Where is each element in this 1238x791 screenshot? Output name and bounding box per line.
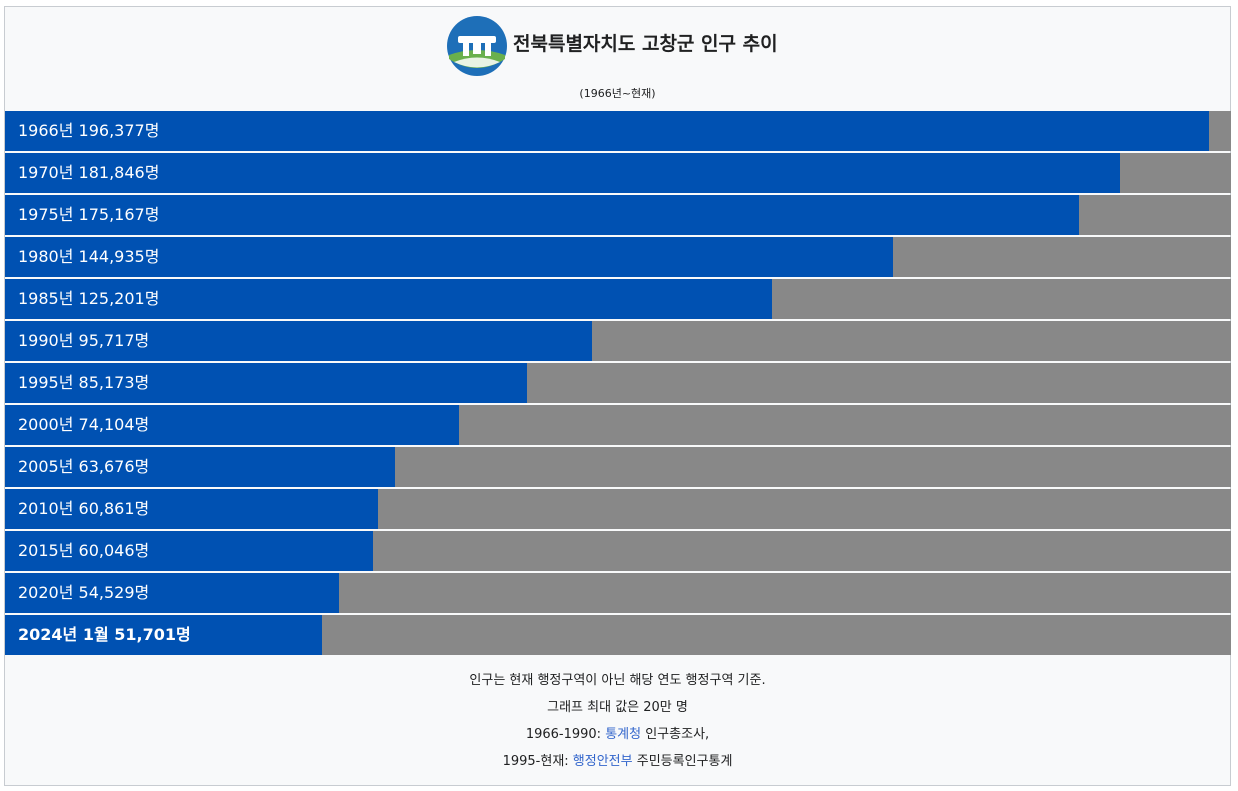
chart-notes: 인구는 현재 행정구역이 아닌 해당 연도 행정구역 기준. 그래프 최대 값은… [5, 667, 1230, 775]
bar-row: 1966년 196,377명 [5, 111, 1231, 151]
note-line-4: 1995-현재: 행정안전부 주민등록인구통계 [5, 748, 1230, 775]
bar-list: 1966년 196,377명 1970년 181,846명 1975년 175,16… [5, 111, 1231, 657]
bar-fill [5, 153, 1120, 193]
ministry-interior-link[interactable]: 행정안전부 [572, 754, 633, 769]
bar-fill [5, 489, 379, 529]
bar-label: 1995년 85,173명 [18, 373, 150, 392]
bar-row: 2005년 63,676명 [5, 447, 1231, 487]
bar-fill [5, 615, 322, 655]
chart-title: 전북특별자치도 고창군 인구 추이 [513, 33, 778, 55]
bar-row: 2015년 60,046명 [5, 531, 1231, 571]
bar-row: 1975년 175,167명 [5, 195, 1231, 235]
chart-subtitle: (1966년~현재) [579, 87, 656, 100]
bar-label: 1970년 181,846명 [18, 163, 160, 182]
bar-label: 1990년 95,717명 [18, 331, 150, 350]
bar-label: 2010년 60,861명 [18, 499, 150, 518]
note-line-4-prefix: 1995-현재: [502, 754, 573, 769]
bar-fill [5, 279, 773, 319]
note-line-1: 인구는 현재 행정구역이 아닌 해당 연도 행정구역 기준. [469, 673, 766, 688]
bar-row: 2020년 54,529명 [5, 573, 1231, 613]
bar-fill [5, 195, 1079, 235]
bar-label: 2015년 60,046명 [18, 541, 150, 560]
bar-label: 1985년 125,201명 [18, 289, 160, 308]
bar-row: 1990년 95,717명 [5, 321, 1231, 361]
note-line-4-suffix: 주민등록인구통계 [632, 754, 733, 769]
bar-row: 2024년 1월 51,701명 [5, 615, 1231, 655]
bar-label: 2000년 74,104명 [18, 415, 150, 434]
bar-row: 2010년 60,861명 [5, 489, 1231, 529]
bar-fill [5, 573, 340, 613]
gochang-dolmen-emblem-icon [447, 16, 507, 76]
bar-fill [5, 405, 460, 445]
note-line-3-prefix: 1966-1990: [525, 727, 606, 742]
bar-fill [5, 531, 374, 571]
bar-label: 2024년 1월 51,701명 [18, 625, 191, 644]
bar-row: 1985년 125,201명 [5, 279, 1231, 319]
bar-label: 2020년 54,529명 [18, 583, 150, 602]
bar-row: 2000년 74,104명 [5, 405, 1231, 445]
note-line-3-suffix: 인구총조사, [641, 727, 710, 742]
note-line-3: 1966-1990: 통계청 인구총조사, [5, 721, 1230, 748]
population-chart-frame: 전북특별자치도 고창군 인구 추이 (1966년~현재) 1966년 196,3… [4, 6, 1231, 786]
bar-label: 1966년 196,377명 [18, 121, 160, 140]
bar-row: 1980년 144,935명 [5, 237, 1231, 277]
bar-fill [5, 363, 528, 403]
bar-label: 1980년 144,935명 [18, 247, 160, 266]
bar-fill [5, 111, 1209, 151]
note-line-2: 그래프 최대 값은 20만 명 [547, 700, 688, 715]
bar-fill [5, 321, 592, 361]
statistics-korea-link[interactable]: 통계청 [605, 727, 642, 742]
bar-fill [5, 447, 396, 487]
bar-fill [5, 237, 894, 277]
bar-label: 1975년 175,167명 [18, 205, 160, 224]
bar-row: 1970년 181,846명 [5, 153, 1231, 193]
chart-header: 전북특별자치도 고창군 인구 추이 (1966년~현재) [5, 7, 1230, 111]
bar-label: 2005년 63,676명 [18, 457, 150, 476]
bar-row: 1995년 85,173명 [5, 363, 1231, 403]
